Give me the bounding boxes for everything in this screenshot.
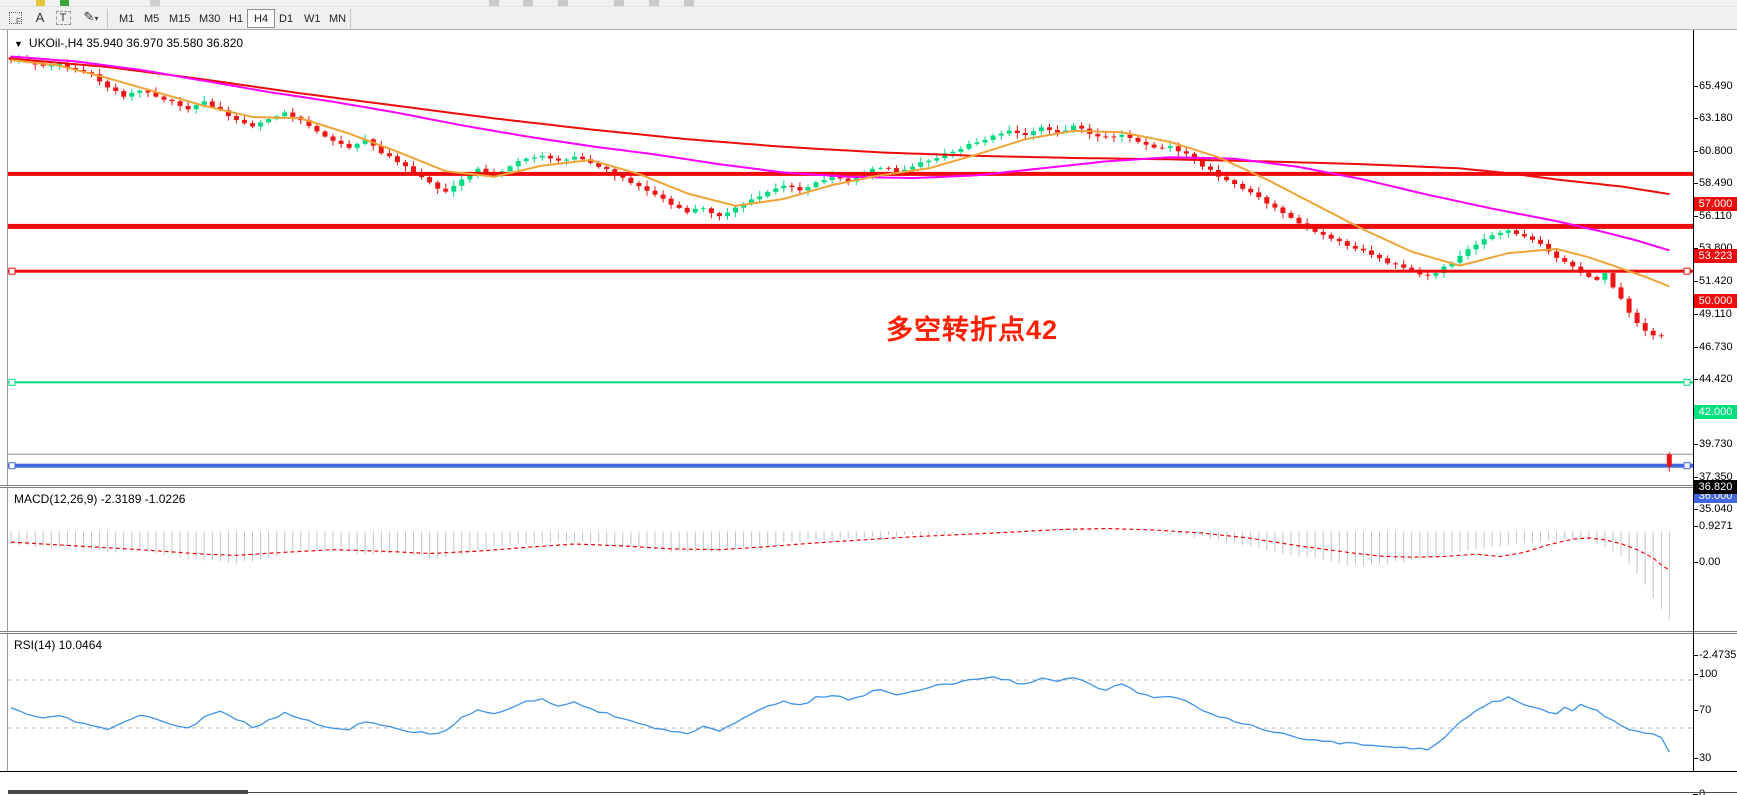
clipped-icon xyxy=(60,0,69,6)
timeframe-button-w1[interactable]: W1 xyxy=(304,13,321,25)
axis-tick xyxy=(1693,673,1698,675)
axis-tick xyxy=(1693,378,1698,380)
main-chart-plot[interactable] xyxy=(8,30,1693,485)
axis-tick-label: 0.00 xyxy=(1699,555,1721,568)
axis-tick xyxy=(1693,118,1698,120)
rsi-plot[interactable] xyxy=(8,634,1693,771)
text-label-icon[interactable]: A xyxy=(35,10,45,25)
axis-tick xyxy=(1693,313,1698,315)
axis-tick-label: 51.420 xyxy=(1699,275,1733,288)
clipped-icon xyxy=(523,0,533,6)
text-tool-icon[interactable]: T xyxy=(54,9,72,27)
clipped-icon xyxy=(614,0,624,6)
crayon-icon[interactable]: ✎▾ xyxy=(83,9,99,24)
axis-tick xyxy=(1693,655,1698,657)
axis-tick xyxy=(1693,443,1698,445)
axis-tick xyxy=(1693,248,1698,250)
level-price-box: 53.223 xyxy=(1694,249,1737,264)
axis-tick xyxy=(1693,151,1698,153)
timeframe-button-h4[interactable]: H4 xyxy=(247,9,276,28)
axis-tick xyxy=(1693,709,1698,711)
h-scrollbar-thumb[interactable] xyxy=(8,790,248,794)
h-scrollbar-track[interactable] xyxy=(248,792,1737,793)
axis-tick xyxy=(1693,758,1698,759)
axis-tick xyxy=(1693,561,1698,563)
toolbar-separator xyxy=(107,9,108,28)
current-price-box: 36.820 xyxy=(1694,480,1737,495)
clipped-icon xyxy=(489,0,499,6)
macd-plot[interactable] xyxy=(8,488,1693,631)
macd-label: MACD(12,26,9) -2.3189 -1.0226 xyxy=(14,492,186,506)
panel-separator[interactable] xyxy=(0,631,1737,634)
axis-tick-label: 65.490 xyxy=(1699,79,1733,92)
axis-tick-label: 58.490 xyxy=(1699,177,1733,190)
axis-tick-label: 0 xyxy=(1699,788,1705,795)
timeframe-button-m1[interactable]: M1 xyxy=(119,13,135,25)
clipped-icon xyxy=(684,0,694,6)
toolbar: F A T ✎▾ M1 M5 M15 M30 H1 H4 D1 W1 MN xyxy=(0,7,1737,30)
indicator-grid-icon[interactable]: F xyxy=(6,9,24,27)
clipped-icon xyxy=(36,0,45,6)
timeframe-button-h1[interactable]: H1 xyxy=(229,13,244,25)
timeframe-button-d1[interactable]: D1 xyxy=(279,13,294,25)
timeframe-button-m15[interactable]: M15 xyxy=(169,13,191,25)
price-axis-line xyxy=(1693,30,1694,772)
timeframe-button-m5[interactable]: M5 xyxy=(144,13,160,25)
clipped-icon xyxy=(558,0,568,6)
dropdown-icon[interactable]: ▼ xyxy=(14,39,23,49)
time-axis-line xyxy=(0,771,1737,772)
rsi-label: RSI(14) 10.0464 xyxy=(14,638,103,652)
timeframe-button-mn[interactable]: MN xyxy=(329,13,347,25)
axis-tick-label: 39.730 xyxy=(1699,437,1733,450)
clipped-icon xyxy=(649,0,659,6)
axis-tick xyxy=(1693,509,1698,511)
chart-title: ▼ UKOil-,H4 35.940 36.970 35.580 36.820 xyxy=(14,36,243,50)
axis-tick-label: 46.730 xyxy=(1699,340,1733,353)
level-price-box: 42.000 xyxy=(1694,405,1737,420)
axis-tick-label: 0.9271 xyxy=(1699,520,1733,533)
axis-tick-label: 44.420 xyxy=(1699,372,1733,385)
toolbar-separator xyxy=(350,9,351,28)
axis-tick xyxy=(1693,216,1698,218)
axis-tick-label: -2.4735 xyxy=(1699,649,1737,662)
chart-window: ▼ UKOil-,H4 35.940 36.970 35.580 36.820 多… xyxy=(0,30,1737,795)
axis-tick-label: 70 xyxy=(1699,703,1712,716)
axis-tick xyxy=(1693,281,1698,283)
crayon-dropdown-icon: ▾ xyxy=(94,14,99,23)
axis-tick-label: 100 xyxy=(1699,667,1718,680)
level-price-box: 57.000 xyxy=(1694,196,1737,211)
clipped-icon xyxy=(150,0,160,6)
axis-tick-label: 35.040 xyxy=(1699,503,1733,516)
level-price-box: 50.000 xyxy=(1694,294,1737,309)
chart-annotation: 多空转折点42 xyxy=(886,315,1059,345)
axis-tick-label: 37.350 xyxy=(1699,470,1733,483)
axis-tick-label: 63.180 xyxy=(1699,112,1733,125)
panel-separator[interactable] xyxy=(0,485,1737,488)
axis-tick-label: 49.110 xyxy=(1699,307,1732,320)
axis-tick-label: 30 xyxy=(1699,752,1712,764)
axis-tick xyxy=(1693,183,1698,185)
clipped-toolbar-row xyxy=(0,0,1737,7)
axis-tick xyxy=(1693,476,1698,478)
chart-title-text: UKOil-,H4 35.940 36.970 35.580 36.820 xyxy=(28,36,244,50)
axis-tick-label: 56.110 xyxy=(1699,210,1732,223)
axis-tick xyxy=(1693,526,1698,528)
window-border-left xyxy=(7,30,8,772)
axis-tick-label: 60.800 xyxy=(1699,145,1733,158)
axis-tick xyxy=(1693,346,1698,348)
timeframe-button-m30[interactable]: M30 xyxy=(199,13,221,25)
axis-tick xyxy=(1693,85,1698,87)
